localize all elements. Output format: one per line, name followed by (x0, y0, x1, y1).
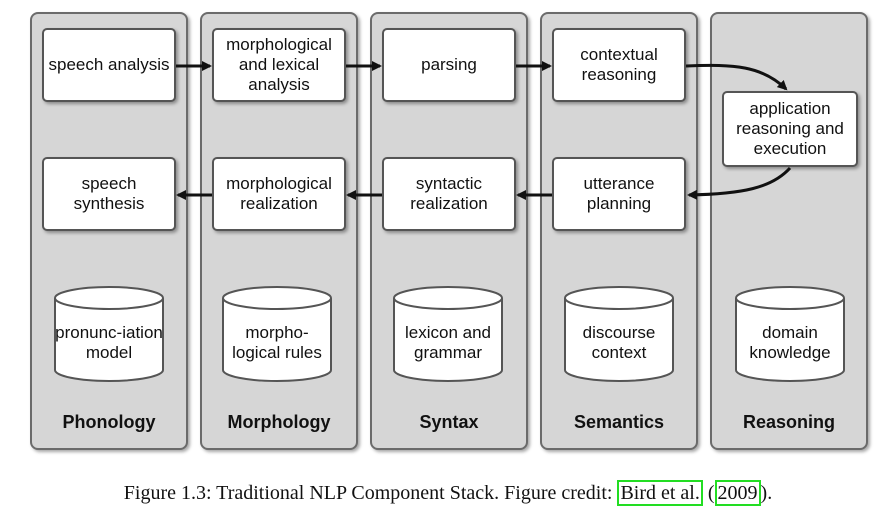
speech-synthesis-box: speech synthesis (42, 157, 176, 231)
morphological-lexical-analysis-box: morphological and lexical analysis (212, 28, 346, 102)
parsing-box: parsing (382, 28, 516, 102)
pronunciation-model-store: pronunc-iation model (54, 286, 164, 382)
column-title-syntax: Syntax (419, 412, 479, 432)
morphological-realization-box: morphological realization (212, 157, 346, 231)
citation-year-link[interactable]: 2009 (714, 480, 761, 506)
caption-close-paren: ). (760, 482, 773, 504)
application-reasoning-box: application reasoning and execution (722, 91, 858, 167)
arrow-application-to-utterance (687, 166, 792, 200)
syntactic-realization-box: syntactic realization (382, 157, 516, 231)
caption-open-paren: ( (702, 482, 715, 504)
discourse-context-store: discourse context (564, 286, 674, 382)
morphological-rules-store: morpho-logical rules (222, 286, 332, 382)
arrow-contextual-to-application (685, 63, 788, 91)
lexicon-grammar-store: lexicon and grammar (393, 286, 503, 382)
column-title-phonology: Phonology (62, 412, 156, 432)
caption-text: Figure 1.3: Traditional NLP Component St… (123, 482, 618, 504)
column-title-reasoning: Reasoning (742, 412, 835, 432)
domain-knowledge-label: domain knowledge (749, 323, 831, 362)
lexicon-grammar-label: lexicon and grammar (404, 323, 491, 362)
morphological-rules-label: morpho-logical rules (232, 323, 322, 362)
column-title-semantics: Semantics (573, 412, 665, 432)
pronunciation-model-label: pronunc-iation model (55, 323, 163, 362)
nlp-stack-diagram: speech analysis speech synthesis pronunc… (30, 12, 868, 450)
speech-analysis-box: speech analysis (42, 28, 176, 102)
domain-knowledge-store: domain knowledge (735, 286, 845, 382)
column-title-morphology: Morphology (227, 412, 331, 432)
contextual-reasoning-box: contextual reasoning (552, 28, 686, 102)
citation-author-link[interactable]: Bird et al. (617, 480, 703, 506)
utterance-planning-box: utterance planning (552, 157, 686, 231)
discourse-context-label: discourse context (582, 323, 656, 362)
figure-caption: Figure 1.3: Traditional NLP Component St… (0, 480, 896, 506)
flow-arrows (176, 61, 792, 200)
